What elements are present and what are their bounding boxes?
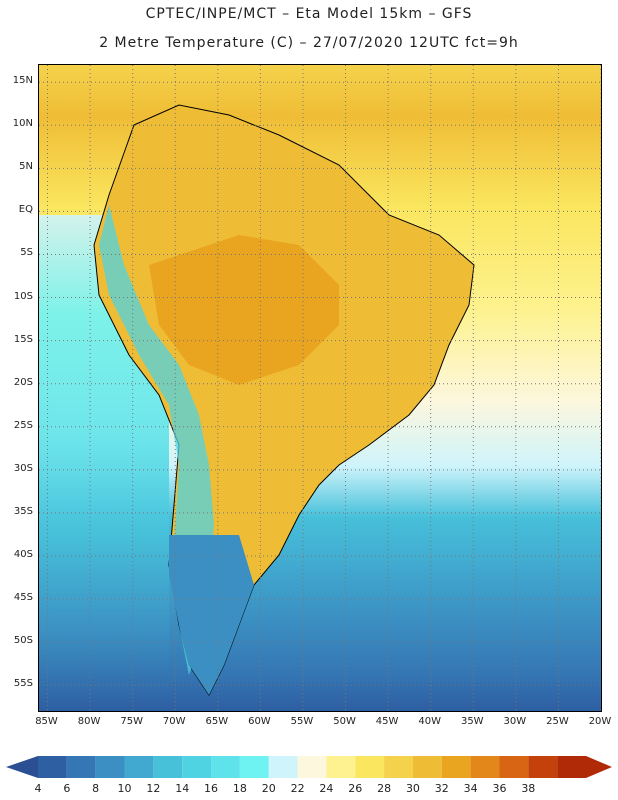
colorbar-cell (38, 756, 67, 778)
colorbar-tick-label: 34 (463, 782, 478, 795)
colorbar-tick-label: 10 (117, 782, 132, 795)
lon-tick-label: 45W (375, 716, 399, 727)
lat-tick-label: 15S (13, 333, 33, 345)
colorbar-tick-label: 30 (405, 782, 420, 795)
colorbar-cell (239, 756, 269, 778)
lat-tick-label: 20S (13, 376, 33, 388)
colorbar-cell (326, 756, 356, 778)
lat-tick-label: 30S (13, 462, 33, 474)
lon-tick-label: 85W (35, 716, 58, 727)
lat-tick-label: 10N (12, 118, 33, 130)
colorbar-cell (384, 756, 413, 778)
lat-tick-label: 40S (13, 548, 33, 560)
colorbar-tick-label: 36 (492, 782, 507, 795)
lat-tick-label: 50S (13, 635, 33, 647)
colorbar-cell (528, 756, 558, 778)
colorbar-cell (297, 756, 327, 778)
chart-title-line2: 2 Metre Temperature (C) – 27/07/2020 12U… (99, 35, 519, 51)
colorbar-tick-label: 26 (348, 782, 363, 795)
colorbar-cell (153, 756, 183, 778)
colorbar-tick-label: 22 (290, 782, 305, 795)
colorbar-low-arrow (6, 756, 38, 778)
colorbar-tick-label: 24 (319, 782, 334, 795)
lat-tick-label: EQ (18, 204, 33, 216)
temperature-map (38, 64, 602, 712)
colorbar-tick-label: 20 (261, 782, 276, 795)
lat-tick-label: 35S (13, 505, 33, 517)
temperature-colorbar (6, 756, 612, 778)
colorbar-tick-label: 14 (175, 782, 190, 795)
lat-tick-label: 15N (12, 75, 33, 87)
colorbar-cell (355, 756, 385, 778)
colorbar-cell (182, 756, 212, 778)
colorbar-tick-label: 18 (232, 782, 247, 795)
map-canvas (39, 65, 601, 711)
colorbar-tick-label: 28 (377, 782, 392, 795)
lon-tick-label: 50W (333, 716, 356, 727)
colorbar-tick-label: 38 (521, 782, 536, 795)
lon-tick-label: 25W (546, 716, 569, 727)
lon-tick-label: 20W (588, 716, 612, 727)
lon-tick-label: 80W (77, 716, 101, 727)
colorbar-cell (441, 756, 471, 778)
lon-tick-label: 75W (120, 716, 143, 727)
amazon-warm-zone (149, 235, 339, 385)
colorbar-tick-label: 4 (34, 782, 42, 795)
lon-tick-label: 55W (290, 716, 314, 727)
colorbar-cell (211, 756, 240, 778)
lat-lon-grid (39, 65, 601, 711)
colorbar-cell (268, 756, 298, 778)
colorbar-cell (557, 756, 586, 778)
chart-title-line1: CPTEC/INPE/MCT – Eta Model 15km – GFS (145, 6, 473, 22)
colorbar-cell (499, 756, 529, 778)
lat-tick-label: 5S (20, 247, 33, 259)
colorbar-tick-label: 16 (204, 782, 219, 795)
colorbar-tick-label: 32 (434, 782, 449, 795)
colorbar-tick-label: 12 (146, 782, 161, 795)
lon-tick-label: 70W (162, 716, 186, 727)
lon-tick-label: 40W (418, 716, 441, 727)
colorbar-cell (470, 756, 500, 778)
lat-tick-label: 10S (13, 290, 33, 302)
colorbar-tick-label: 6 (63, 782, 71, 795)
patagonia-cold-zone (169, 535, 254, 695)
lon-tick-label: 65W (205, 716, 229, 727)
lon-tick-label: 30W (503, 716, 527, 727)
lon-tick-label: 35W (460, 716, 484, 727)
colorbar-cell (95, 756, 125, 778)
lat-tick-label: 5N (19, 161, 33, 173)
lon-tick-label: 60W (248, 716, 271, 727)
lat-tick-label: 25S (13, 419, 33, 431)
colorbar-high-arrow (586, 756, 612, 778)
colorbar-tick-label: 8 (92, 782, 100, 795)
colorbar-cell (124, 756, 154, 778)
colorbar-cell (66, 756, 96, 778)
colorbar-cell (412, 756, 442, 778)
lat-tick-label: 45S (13, 592, 33, 604)
lat-tick-label: 55S (13, 678, 33, 690)
